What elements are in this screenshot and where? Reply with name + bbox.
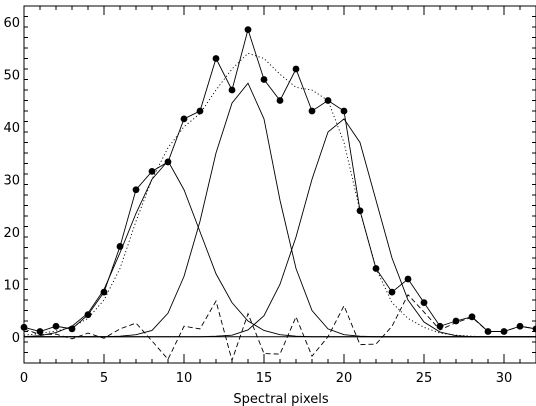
data-point bbox=[260, 76, 268, 83]
data-point bbox=[116, 243, 124, 250]
y-tick-label: 30 bbox=[3, 173, 20, 188]
series-line-5 bbox=[24, 118, 536, 338]
data-point bbox=[356, 207, 364, 215]
data-point bbox=[132, 186, 140, 194]
data-point bbox=[164, 158, 172, 166]
y-tick-label: 40 bbox=[3, 121, 20, 136]
data-point bbox=[148, 167, 156, 175]
axes: 0 5 10 15 20 25 30 0 10 20 30 40 50 60 bbox=[3, 5, 536, 386]
data-point bbox=[500, 328, 508, 335]
data-point bbox=[84, 311, 92, 319]
data-point bbox=[404, 275, 412, 283]
series-line-3 bbox=[23, 160, 536, 338]
series-line-1 bbox=[23, 28, 536, 332]
data-point bbox=[100, 288, 108, 296]
data-point bbox=[68, 325, 76, 333]
data-point bbox=[36, 328, 44, 335]
y-tick-label: 60 bbox=[3, 16, 20, 31]
x-tick-label: 15 bbox=[256, 371, 273, 386]
data-point bbox=[244, 26, 252, 34]
data-point bbox=[372, 265, 380, 272]
data-points bbox=[20, 26, 536, 335]
x-tick-label: 20 bbox=[336, 371, 353, 386]
data-point bbox=[52, 322, 60, 330]
series-line-6 bbox=[23, 293, 536, 362]
y-tick-label: 50 bbox=[3, 68, 20, 83]
series-lines bbox=[23, 28, 536, 362]
data-point bbox=[196, 107, 204, 115]
data-point bbox=[532, 325, 536, 333]
x-axis-title: Spectral pixels bbox=[233, 392, 329, 406]
plot-frame bbox=[23, 5, 536, 364]
data-point bbox=[468, 313, 476, 321]
x-tick-label: 25 bbox=[416, 371, 433, 386]
data-point bbox=[436, 322, 444, 330]
data-point bbox=[212, 55, 220, 62]
data-point bbox=[340, 107, 348, 115]
data-point bbox=[420, 299, 428, 307]
y-tick-label: 10 bbox=[3, 278, 20, 293]
x-tick-label: 5 bbox=[100, 371, 108, 386]
data-point bbox=[292, 65, 300, 73]
data-point bbox=[388, 288, 396, 296]
y-tick-label: 20 bbox=[3, 226, 20, 241]
data-point bbox=[276, 97, 284, 104]
data-point bbox=[484, 328, 492, 335]
data-point bbox=[228, 86, 236, 94]
data-point bbox=[516, 322, 524, 330]
y-tick-label: 0 bbox=[12, 331, 20, 346]
x-tick-label: 0 bbox=[20, 371, 28, 386]
data-point bbox=[308, 107, 316, 115]
x-tick-label: 10 bbox=[176, 371, 193, 386]
data-point bbox=[180, 115, 188, 123]
data-point bbox=[324, 97, 332, 104]
series-line-4 bbox=[24, 82, 536, 338]
x-tick-label: 30 bbox=[496, 371, 513, 386]
data-point bbox=[452, 317, 460, 325]
